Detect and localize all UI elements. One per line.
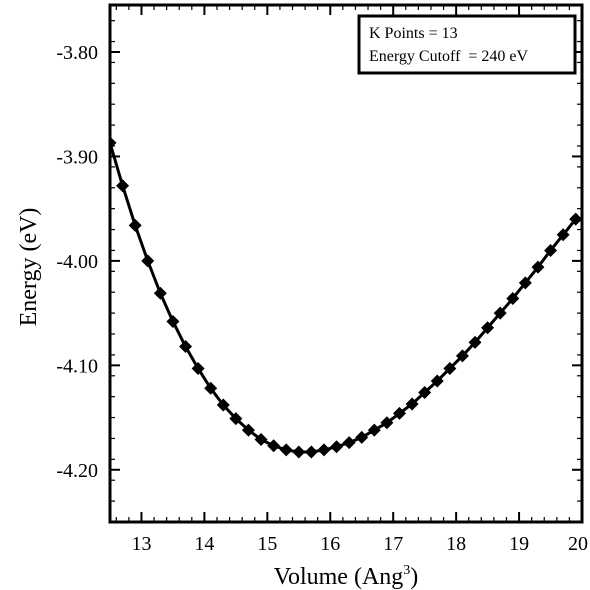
data-point	[317, 443, 331, 457]
y-tick-label: -3.90	[56, 146, 98, 168]
data-point	[468, 335, 482, 349]
x-axis-title-superscript: 3	[403, 563, 410, 578]
legend-border	[357, 14, 577, 75]
x-axis-title-close: )	[410, 564, 418, 590]
data-point	[355, 430, 369, 444]
x-tick-label: 15	[257, 533, 277, 555]
x-tick-label: 17	[383, 533, 403, 555]
x-tick-label: 20	[568, 533, 588, 555]
data-point	[506, 291, 520, 305]
plot-area	[110, 136, 582, 459]
data-point	[204, 381, 218, 395]
data-point	[229, 412, 243, 426]
data-point	[455, 349, 469, 363]
data-point	[493, 306, 507, 320]
x-axis-title: Volume (Ang3)	[274, 563, 419, 590]
data-point	[241, 423, 255, 437]
data-point	[518, 276, 532, 290]
data-point	[141, 254, 155, 268]
y-tick-label: -4.10	[56, 355, 98, 377]
legend-line-kpoints: K Points = 13	[369, 25, 458, 42]
y-tick-label: -4.20	[56, 460, 98, 482]
y-tick-label: -4.00	[56, 251, 98, 273]
legend-box: K Points = 13 Energy Cutoff = 240 eV	[357, 14, 577, 75]
data-point	[481, 321, 495, 335]
data-point	[267, 439, 281, 453]
data-point	[544, 243, 558, 257]
x-tick-label: 16	[320, 533, 340, 555]
data-point	[166, 314, 180, 328]
data-point	[430, 374, 444, 388]
data-point	[330, 440, 344, 454]
x-tick-label: 18	[446, 533, 466, 555]
data-point	[342, 436, 356, 450]
data-point	[405, 397, 419, 411]
data-point	[292, 445, 306, 459]
data-point	[380, 416, 394, 430]
data-point	[569, 212, 582, 226]
data-point	[531, 260, 545, 274]
x-tick-label: 14	[194, 533, 214, 555]
data-point	[304, 445, 318, 459]
data-point	[128, 218, 142, 232]
x-tick-label: 13	[131, 533, 151, 555]
series-line	[110, 142, 577, 454]
x-axis-title-main: Volume (Ang	[274, 564, 404, 590]
data-point	[216, 398, 230, 412]
data-point	[191, 361, 205, 375]
data-point	[418, 385, 432, 399]
y-tick-label: -3.80	[56, 42, 98, 64]
legend-line-cutoff: Energy Cutoff = 240 eV	[369, 48, 529, 65]
plot-frame	[108, 3, 584, 524]
x-tick-label: 19	[509, 533, 529, 555]
data-point	[367, 423, 381, 437]
data-point	[153, 286, 167, 300]
data-point	[279, 443, 293, 457]
y-axis-title: Energy (eV)	[16, 208, 42, 327]
data-point	[392, 406, 406, 420]
data-point	[556, 228, 570, 242]
axes: -3.80 -3.90 -4.00 -4.10 -4.20 13 14 15 16 17 18 19 2…	[56, 3, 588, 555]
data-group	[110, 136, 582, 459]
data-point	[443, 361, 457, 375]
data-point	[254, 432, 268, 446]
data-point	[116, 179, 130, 193]
data-point	[179, 340, 193, 354]
